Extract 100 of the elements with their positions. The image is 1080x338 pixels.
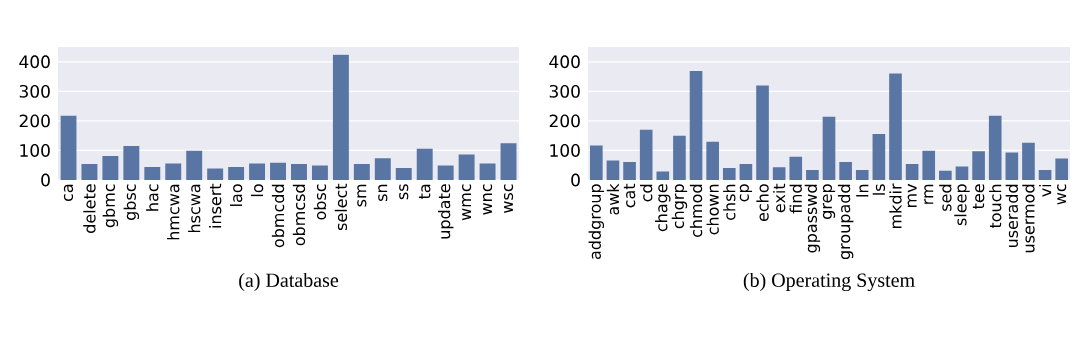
x-tick-label: sleep (954, 184, 970, 226)
x-tick-label: chgrp (671, 184, 688, 229)
x-tick-label: obmcsd (292, 184, 306, 246)
x-tick-label: chown (706, 184, 719, 235)
x-tick-label: cat (623, 183, 636, 208)
x-tick-label: wmc (462, 184, 472, 221)
x-tick-label: groupadd (837, 184, 854, 260)
bar (374, 158, 391, 180)
bar (332, 54, 349, 180)
bar (270, 162, 286, 180)
x-tick-label: tee (972, 184, 985, 209)
x-tick-label: sn (378, 184, 388, 201)
bar (889, 73, 902, 180)
bar (822, 116, 836, 180)
x-tick-label: rm (924, 184, 934, 204)
x-tick-label: wsc (503, 184, 514, 213)
bar (1005, 152, 1019, 180)
x-tick-label: grep (822, 184, 836, 219)
bar (955, 166, 969, 180)
x-tick-label: insert (208, 183, 222, 228)
bar (437, 165, 454, 180)
bar (60, 115, 77, 180)
x-tick-label: exit (772, 183, 786, 213)
bar (606, 160, 620, 180)
bar (102, 156, 119, 180)
x-tick-label: gbmc (102, 184, 119, 228)
x-tick-label: hac (146, 184, 159, 211)
text: (a) Database (239, 272, 339, 292)
y-tick-label: 400 (549, 55, 580, 69)
bar (988, 115, 1002, 180)
y-tick-label: 0 (41, 173, 50, 187)
bar (839, 161, 852, 180)
x-tick-label: lo (250, 184, 264, 197)
x-tick-label: gpasswd (804, 184, 821, 253)
bar (639, 129, 653, 180)
x-tick-label: ss (399, 184, 409, 200)
bar (81, 164, 98, 180)
x-tick-label: useradd (1005, 184, 1019, 248)
bar (353, 164, 370, 180)
bar (756, 85, 769, 180)
bar (186, 150, 203, 180)
x-tick-label: update (437, 184, 454, 239)
bar (922, 150, 936, 180)
x-tick-label: usermod (1022, 184, 1035, 253)
bar (689, 70, 703, 180)
bar (123, 146, 140, 180)
x-tick-label: mkdir (889, 183, 902, 228)
bar (905, 164, 919, 180)
bar (479, 163, 496, 180)
x-tick-label: mv (907, 183, 917, 208)
y-tick-label: 200 (549, 114, 580, 128)
bar (1022, 142, 1035, 180)
bar (722, 167, 736, 180)
bar (207, 168, 224, 180)
bar (739, 164, 753, 180)
bar (656, 171, 670, 180)
bar (806, 169, 819, 180)
bar (458, 154, 475, 180)
y-tick-label: 200 (19, 114, 50, 128)
x-tick-label: vi (1039, 184, 1052, 197)
y-tick-label: 100 (20, 144, 50, 157)
bar (939, 170, 952, 180)
x-tick-label: ta (418, 184, 431, 200)
x-tick-label: touch (989, 184, 1002, 229)
x-tick-label: awk (606, 183, 620, 215)
x-tick-label: obsc (313, 184, 327, 220)
text: (b) Operating System (743, 272, 915, 292)
x-tick-label: obmcdd (271, 184, 285, 248)
bar (416, 148, 433, 180)
x-tick-label: wnc (482, 184, 493, 215)
x-tick-label: find (789, 184, 802, 214)
bar (395, 167, 412, 180)
x-tick-label: hscwa (188, 184, 201, 233)
bar (590, 145, 603, 180)
bar (872, 133, 886, 180)
x-tick-label: cp (739, 184, 753, 202)
x-tick-label: sed (939, 184, 952, 211)
bar (228, 167, 245, 180)
x-tick-label: lao (229, 184, 243, 206)
x-tick-label: gbsc (123, 184, 140, 220)
x-tick-label: ln (856, 184, 869, 197)
x-tick-label: addgroup (588, 184, 605, 260)
bar (249, 163, 266, 180)
bar (789, 156, 803, 180)
bar (772, 167, 786, 180)
bar (291, 164, 307, 180)
bar (673, 135, 686, 180)
y-tick-label: 0 (571, 173, 580, 187)
x-tick-label: select (334, 183, 348, 231)
x-tick-label: chsh (723, 184, 736, 220)
bar (623, 161, 636, 180)
x-tick-label: ca (63, 184, 74, 202)
bar (972, 151, 985, 180)
bar (500, 143, 517, 180)
x-tick-label: ls (872, 184, 886, 195)
x-tick-label: chage (655, 184, 671, 232)
x-tick-label: hmcwa (167, 184, 180, 240)
x-tick-label: delete (83, 184, 96, 233)
bar (165, 163, 182, 180)
bar (706, 141, 719, 180)
